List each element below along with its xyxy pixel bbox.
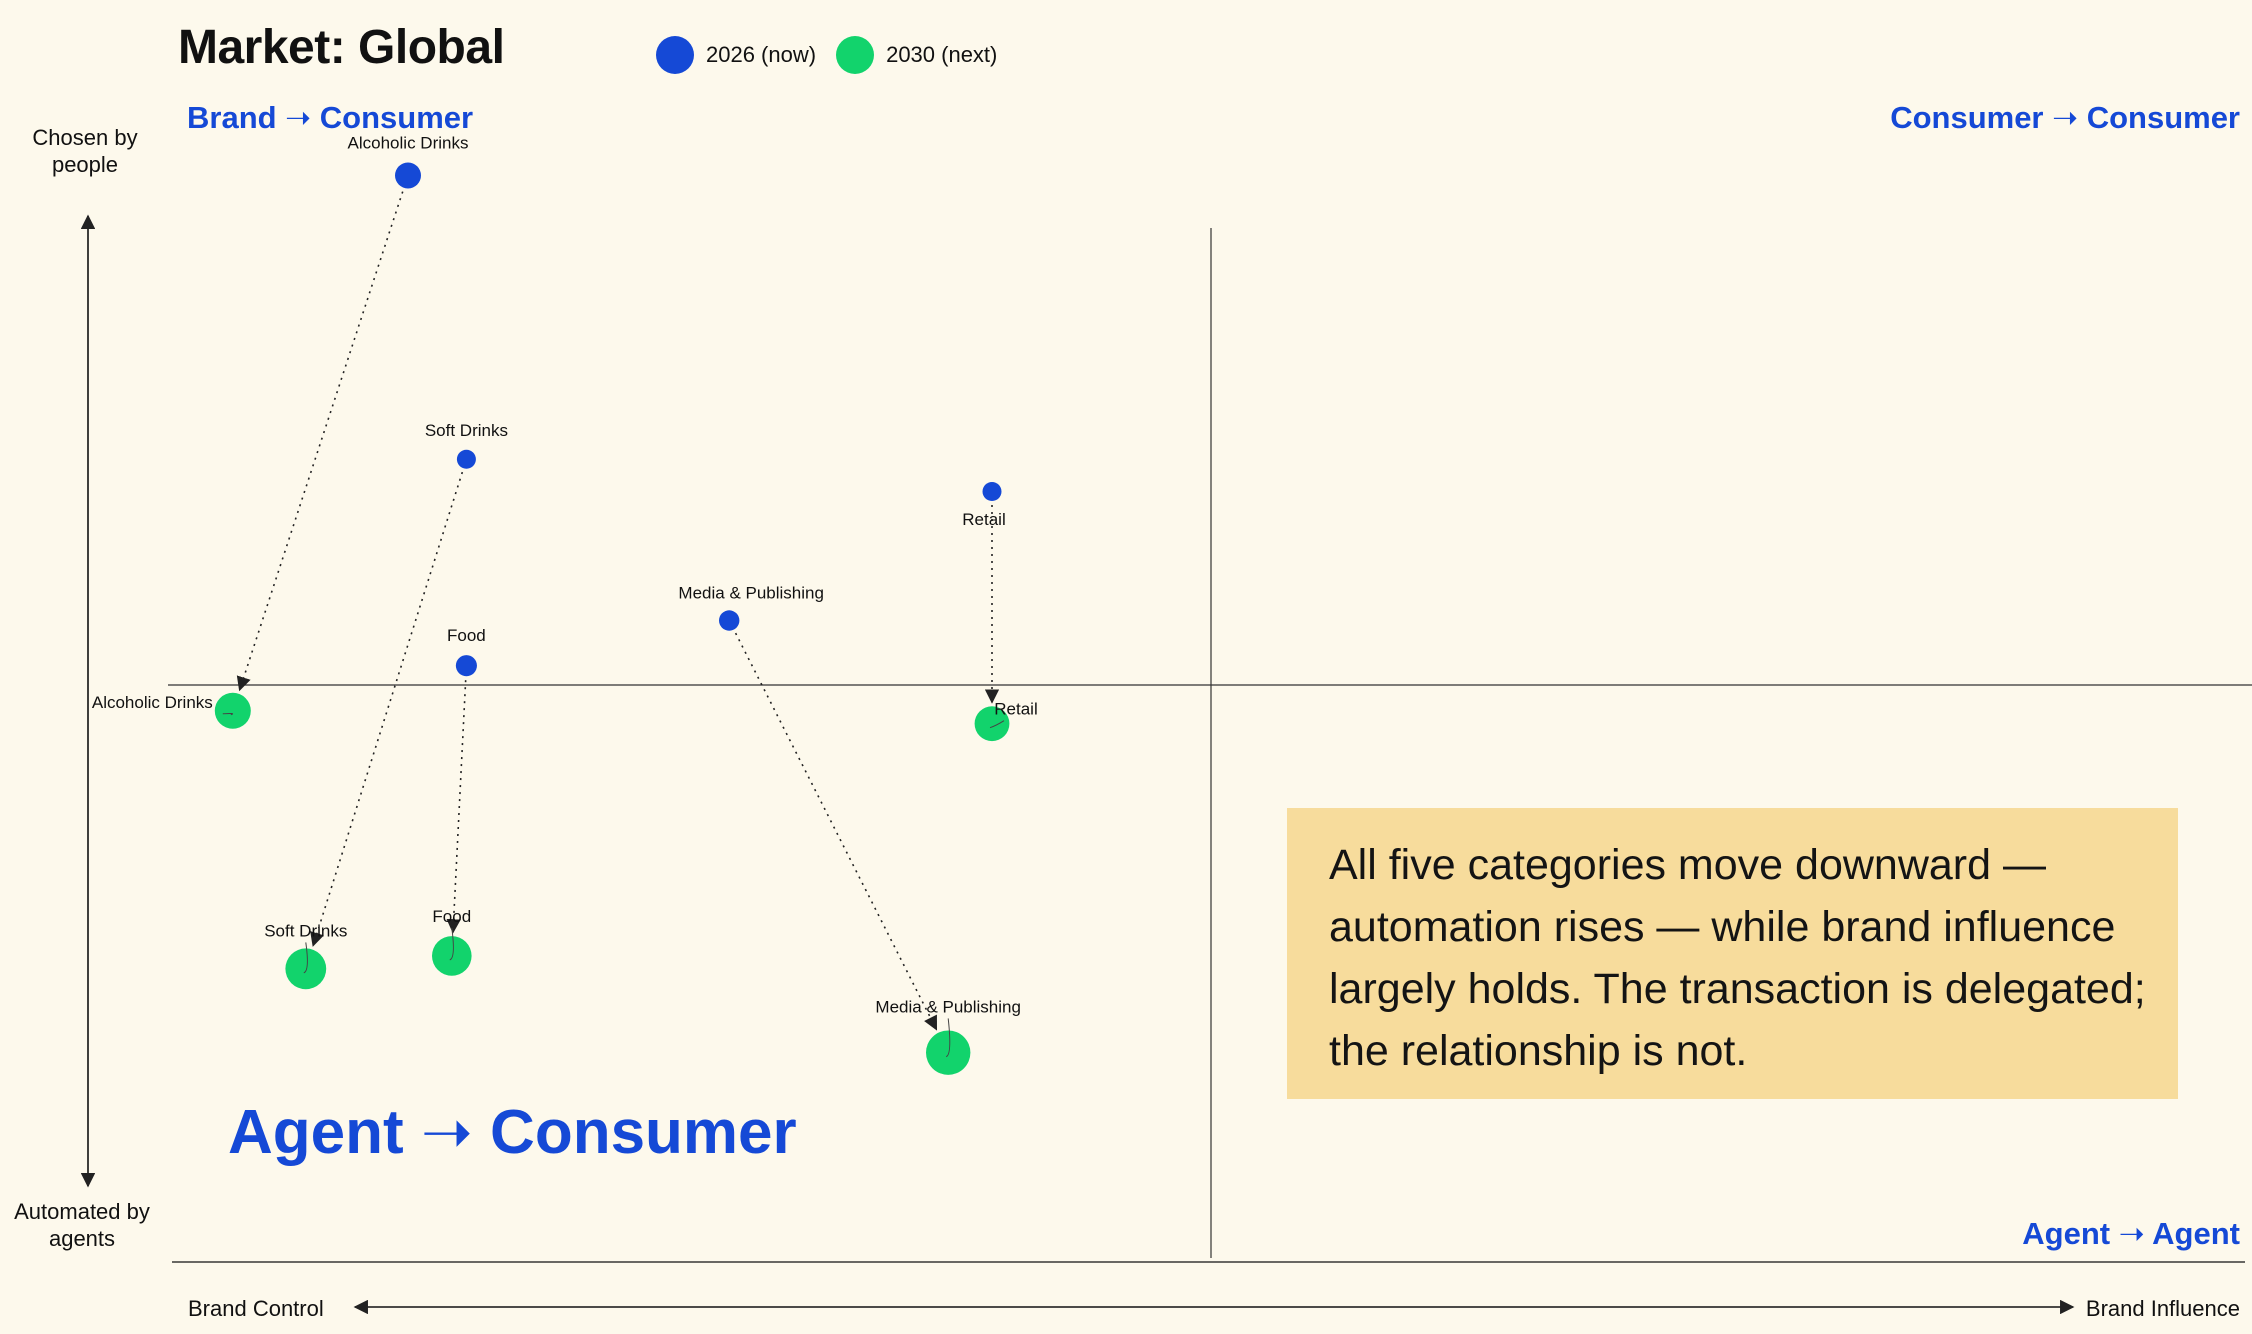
point-label-now-retail: Retail [962, 510, 1005, 529]
y-axis-bottom-label: Automated by agents [14, 1199, 150, 1251]
point-now-retail [982, 482, 1002, 501]
point-label-now-media-and-publishing: Media & Publishing [678, 583, 824, 602]
point-label-next-food: Food [432, 907, 471, 926]
y-axis-top-label: Chosen by people [32, 125, 138, 177]
quadrant-label-agent-agent: Agent ➝ Agent [2022, 1216, 2240, 1251]
callout-box: All five categories move downward — auto… [1287, 808, 2178, 1099]
chart-title: Market: Global [178, 21, 505, 74]
callout-text: All five categories move downward — auto… [1329, 841, 2146, 1075]
quadrant-label-consumer-consumer: Consumer ➝ Consumer [1890, 100, 2240, 135]
quadrant-label-brand-consumer: Brand ➝ Consumer [187, 100, 474, 135]
point-next-soft-drinks [285, 948, 327, 990]
point-next-retail [974, 706, 1010, 742]
leader-line-alcoholic-drinks [222, 712, 234, 716]
x-axis-right-label: Brand Influence [2085, 1296, 2240, 1321]
point-now-food [455, 655, 477, 677]
trajectory-arrow-soft-drinks [310, 471, 464, 947]
point-label-next-alcoholic-drinks: Alcoholic Drinks [92, 693, 213, 712]
point-next-media-and-publishing [926, 1030, 971, 1075]
point-next-food [432, 936, 472, 976]
legend-label-now: 2026 (now) [706, 42, 817, 67]
point-label-next-media-and-publishing: Media & Publishing [875, 997, 1021, 1016]
x-axis-left-label: Brand Control [188, 1296, 324, 1321]
point-now-media-and-publishing [719, 610, 740, 631]
trajectory-arrow-food [446, 680, 467, 934]
point-next-alcoholic-drinks [214, 692, 251, 729]
legend-label-next: 2030 (next) [886, 42, 998, 67]
point-label-next-retail: Retail [994, 700, 1037, 719]
leader-line-retail [989, 720, 1005, 729]
leader-line-soft-drinks [303, 942, 308, 974]
legend-item-now: 2026 (now) [656, 36, 816, 74]
trajectory-arrow-media-and-publishing [734, 632, 938, 1031]
legend: 2026 (now) 2030 (next) [656, 36, 997, 74]
legend-swatch-now [656, 36, 694, 74]
trajectory-arrow-alcoholic-drinks [236, 191, 404, 692]
legend-item-next: 2030 (next) [836, 36, 997, 74]
point-now-alcoholic-drinks [395, 162, 421, 189]
point-label-now-alcoholic-drinks: Alcoholic Drinks [348, 133, 469, 152]
leader-line-media-and-publishing [945, 1018, 951, 1058]
point-label-now-soft-drinks: Soft Drinks [425, 421, 508, 440]
quadrant-label-agent-consumer: Agent ➝ Consumer [228, 1098, 797, 1167]
point-now-soft-drinks [456, 449, 476, 469]
legend-swatch-next [836, 36, 875, 74]
point-label-now-food: Food [447, 626, 486, 645]
point-label-next-soft-drinks: Soft Drinks [264, 921, 347, 940]
chart-marks: Alcoholic Drinks Alcoholic Drinks Soft Dri… [92, 133, 1038, 1075]
leader-line-food [449, 928, 454, 961]
